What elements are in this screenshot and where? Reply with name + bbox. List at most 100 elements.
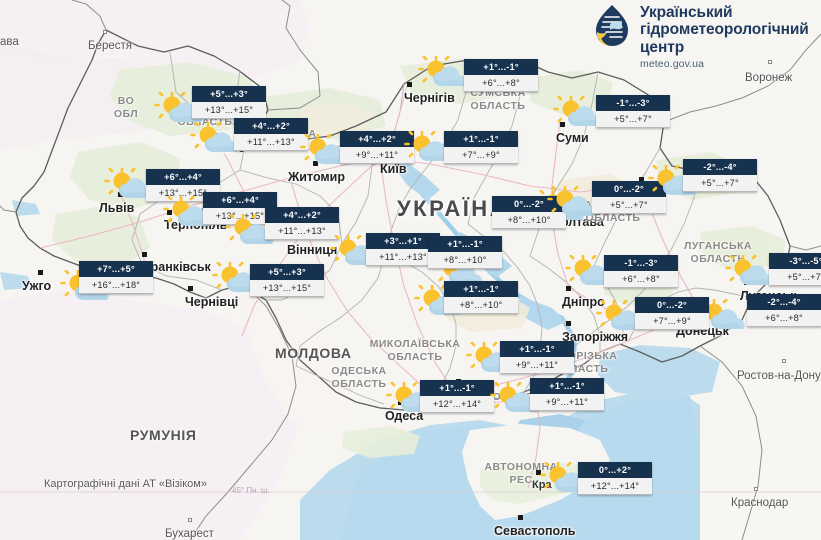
temperature-badge-lviv[interactable]: +6°...+4° +13°...+15° xyxy=(146,169,220,203)
night-temperature: 0°...-2° xyxy=(592,181,666,198)
temperature-badge-luhansk[interactable]: -3°...-5°+5°...+7° xyxy=(769,253,821,287)
day-temperature: +13°...+15° xyxy=(250,280,324,298)
city-dot-6 xyxy=(167,210,172,215)
day-temperature: +8°...+10° xyxy=(444,297,518,315)
logo-line-3: центр xyxy=(640,38,685,56)
day-temperature: +9°...+11° xyxy=(530,394,604,412)
foreign-city-dot-0 xyxy=(103,30,107,34)
city-dot-14 xyxy=(566,321,571,326)
city-dot-1 xyxy=(560,122,565,127)
day-temperature: +8°...+10° xyxy=(492,212,566,230)
hydromet-logo-block[interactable]: Український гідрометеорологічний центр m… xyxy=(592,4,809,71)
night-temperature: -3°...-5° xyxy=(769,253,821,270)
temperature-badge-zhytomyr[interactable]: +4°...+2° +9°...+11° xyxy=(340,131,414,165)
city-dot-19 xyxy=(536,470,541,475)
temperature-badge-volyn[interactable]: +5°...+3° +13°...+15° xyxy=(192,86,266,120)
night-temperature: +1°...-1° xyxy=(444,131,518,148)
night-temperature: +3°...+1° xyxy=(366,233,440,250)
foreign-city-dot-4 xyxy=(754,487,758,491)
day-temperature: +12°...+14° xyxy=(578,478,652,496)
temperature-badge-zaporizhzhia[interactable]: 0°...-2° +7°...+9° xyxy=(635,297,709,331)
city-dot-12 xyxy=(639,177,644,182)
sun-cloud-icon xyxy=(696,298,748,333)
temperature-badge-crimea[interactable]: 0°...+2° +12°...+14° xyxy=(578,462,652,496)
temperature-badge-kharkiv-west[interactable]: 0°...-2° +5°...+7° xyxy=(592,181,666,215)
night-temperature: +5°...+3° xyxy=(250,264,324,281)
day-temperature: +11°...+13° xyxy=(265,223,339,241)
sun-cloud-icon xyxy=(163,195,215,230)
day-temperature: +9°...+11° xyxy=(500,357,574,375)
day-temperature: +6°...+8° xyxy=(604,271,678,289)
day-temperature: +6°...+8° xyxy=(747,310,821,328)
temperature-badge-chernivtsi[interactable]: +5°...+3° +13°...+15° xyxy=(250,264,324,298)
night-temperature: 0°...-2° xyxy=(492,196,566,213)
night-temperature: +4°...+2° xyxy=(340,131,414,148)
night-temperature: +6°...+4° xyxy=(203,192,277,209)
temperature-badge-vinnytsia[interactable]: +3°...+1° +11°...+13° xyxy=(366,233,440,267)
day-temperature: +7°...+9° xyxy=(444,147,518,165)
logo-wordmark: Український гідрометеорологічний центр m… xyxy=(640,4,809,71)
day-temperature: +5°...+7° xyxy=(592,197,666,215)
night-temperature: +5°...+3° xyxy=(192,86,266,103)
sun-cloud-icon xyxy=(418,55,470,90)
night-temperature: +1°...-1° xyxy=(464,59,538,76)
day-temperature: +13°...+15° xyxy=(192,102,266,120)
temperature-badge-kirovohrad[interactable]: +1°...-1° +8°...+10° xyxy=(444,281,518,315)
temperature-badge-mykolaiv[interactable]: +1°...-1° +9°...+11° xyxy=(500,341,574,375)
sun-cloud-icon xyxy=(553,95,605,130)
temperature-badge-kherson[interactable]: +1°...-1° +9°...+11° xyxy=(530,378,604,412)
temperature-badge-kyiv-region[interactable]: +1°...-1° +7°...+9° xyxy=(444,131,518,165)
logo-line-2: гідрометеорологічний xyxy=(640,21,809,39)
night-temperature: 0°...+2° xyxy=(578,462,652,479)
sun-cloud-icon xyxy=(547,185,599,220)
day-temperature: +5°...+7° xyxy=(769,269,821,287)
city-dot-4 xyxy=(313,161,318,166)
temperature-badge-ternopil[interactable]: +6°...+4° +13°...+15° xyxy=(203,192,277,226)
night-temperature: -2°...-4° xyxy=(683,159,757,176)
city-dot-7 xyxy=(142,252,147,257)
night-temperature: +7°...+5° xyxy=(79,261,153,278)
sun-cloud-icon xyxy=(190,121,242,156)
hydromet-center-logo xyxy=(596,5,628,46)
city-dot-18 xyxy=(518,515,523,520)
sun-cloud-icon xyxy=(725,254,777,289)
night-temperature: 0°...-2° xyxy=(635,297,709,314)
temperature-badge-poltava[interactable]: 0°...-2° +8°...+10° xyxy=(492,196,566,230)
logo-url[interactable]: meteo.gov.ua xyxy=(640,58,705,71)
city-dot-0 xyxy=(407,82,412,87)
day-temperature: +11°...+13° xyxy=(366,249,440,267)
night-temperature: +1°...-1° xyxy=(444,281,518,298)
night-temperature: +1°...-1° xyxy=(428,236,502,253)
night-temperature: +1°...-1° xyxy=(420,380,494,397)
sun-cloud-icon xyxy=(104,167,156,202)
temperature-badge-dnipro[interactable]: -1°...-3° +6°...+8° xyxy=(604,255,678,289)
night-temperature: +1°...-1° xyxy=(530,378,604,395)
day-temperature: +9°...+11° xyxy=(340,147,414,165)
temperature-badge-kharkiv-east[interactable]: -2°...-4° +5°...+7° xyxy=(683,159,757,193)
day-temperature: +6°...+8° xyxy=(464,75,538,93)
night-temperature: +4°...+2° xyxy=(265,207,339,224)
temperature-badge-odesa[interactable]: +1°...-1° +12°...+14° xyxy=(420,380,494,414)
temperature-badge-ivano-frankivsk[interactable]: +7°...+5° +16°...+18° xyxy=(79,261,153,295)
city-dot-8 xyxy=(38,270,43,275)
temperature-badge-cherkasy[interactable]: +1°...-1° +8°...+10° xyxy=(428,236,502,270)
foreign-city-dot-3 xyxy=(782,359,786,363)
day-temperature: +5°...+7° xyxy=(683,175,757,193)
foreign-city-dot-2 xyxy=(768,60,772,64)
night-temperature: +1°...-1° xyxy=(500,341,574,358)
temperature-badge-chernihiv[interactable]: +1°...-1° +6°...+8° xyxy=(464,59,538,93)
night-temperature: +6°...+4° xyxy=(146,169,220,186)
temperature-badge-rivne[interactable]: +4°...+2° +11°...+13° xyxy=(234,118,308,152)
day-temperature: +7°...+9° xyxy=(635,313,709,331)
logo-line-1: Український xyxy=(640,4,733,21)
day-temperature: +8°...+10° xyxy=(428,252,502,270)
temperature-badge-donetsk-north[interactable]: -2°...-4° +6°...+8° xyxy=(747,294,821,328)
temperature-badge-khmelnytskyi[interactable]: +4°...+2° +11°...+13° xyxy=(265,207,339,241)
foreign-city-dot-5 xyxy=(188,518,192,522)
sun-cloud-icon xyxy=(225,213,277,248)
day-temperature: +16°...+18° xyxy=(79,277,153,295)
night-temperature: -1°...-3° xyxy=(596,95,670,112)
night-temperature: -1°...-3° xyxy=(604,255,678,272)
temperature-badge-sumy[interactable]: -1°...-3° +5°...+7° xyxy=(596,95,670,129)
